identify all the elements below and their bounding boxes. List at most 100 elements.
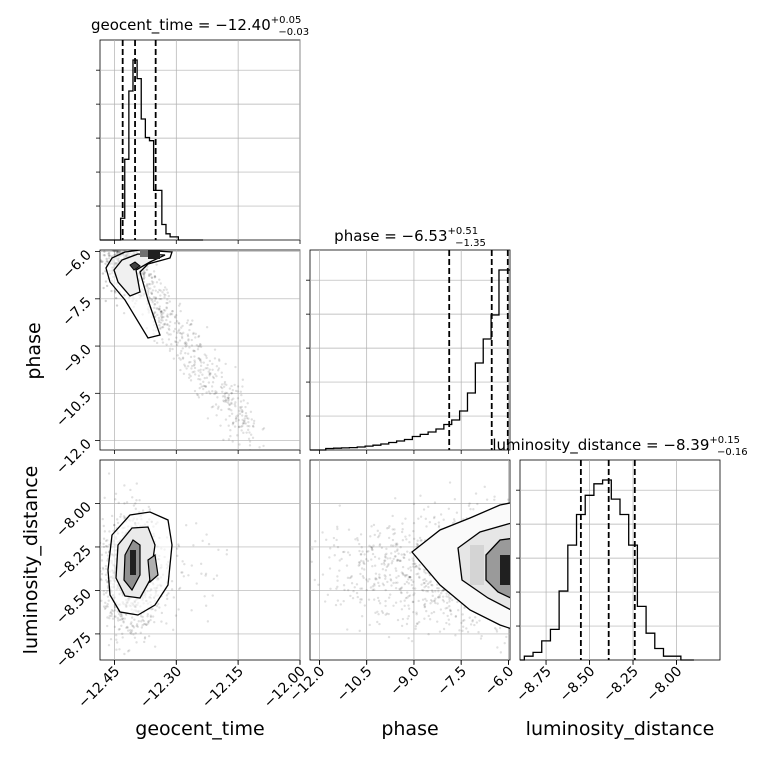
scatter-point bbox=[100, 578, 103, 582]
scatter-point bbox=[224, 399, 227, 402]
scatter-point bbox=[365, 588, 368, 592]
scatter-point bbox=[154, 296, 158, 300]
scatter-point bbox=[423, 570, 426, 573]
scatter-point bbox=[493, 498, 496, 502]
scatter-point bbox=[104, 241, 106, 243]
scatter-point bbox=[432, 516, 436, 520]
scatter-point bbox=[202, 368, 205, 372]
density-cell bbox=[140, 250, 148, 257]
scatter-point bbox=[314, 540, 317, 543]
scatter-point bbox=[332, 536, 336, 540]
scatter-point bbox=[363, 568, 366, 571]
scatter-point bbox=[204, 572, 208, 576]
scatter-point bbox=[197, 374, 201, 377]
scatter-point bbox=[100, 577, 103, 581]
scatter-point bbox=[182, 372, 186, 376]
scatter-point bbox=[163, 293, 166, 296]
scatter-point bbox=[428, 521, 432, 524]
scatter-point bbox=[92, 602, 94, 604]
scatter-point bbox=[121, 617, 124, 620]
scatter-point bbox=[112, 529, 115, 533]
scatter-point bbox=[179, 332, 183, 335]
scatter-point bbox=[425, 579, 428, 583]
scatter-point bbox=[418, 568, 421, 571]
scatter-point bbox=[207, 542, 211, 546]
scatter-point bbox=[212, 376, 216, 380]
scatter-point bbox=[396, 618, 400, 622]
scatter-point bbox=[454, 634, 457, 637]
scatter-point bbox=[395, 549, 399, 552]
scatter-point bbox=[157, 316, 161, 320]
scatter-point bbox=[374, 572, 378, 575]
scatter-point bbox=[213, 348, 217, 351]
scatter-point bbox=[119, 250, 122, 251]
scatter-point bbox=[157, 602, 160, 606]
scatter-point bbox=[384, 604, 387, 608]
scatter-point bbox=[202, 387, 205, 391]
scatter-point bbox=[398, 559, 402, 563]
scatter-point bbox=[106, 245, 108, 247]
scatter-point bbox=[415, 564, 418, 568]
scatter-point bbox=[325, 538, 328, 541]
scatter-point bbox=[156, 307, 159, 310]
scatter-point bbox=[243, 417, 246, 420]
scatter-point bbox=[121, 636, 124, 639]
scatter-point bbox=[371, 588, 375, 592]
scatter-point bbox=[413, 562, 416, 565]
scatter-point bbox=[435, 586, 439, 590]
scatter-point bbox=[113, 608, 117, 612]
scatter-point bbox=[408, 558, 411, 561]
scatter-point bbox=[106, 595, 110, 598]
scatter-point bbox=[216, 369, 220, 372]
scatter-point bbox=[408, 534, 411, 537]
scatter-point bbox=[135, 624, 138, 628]
scatter-point bbox=[199, 359, 202, 362]
scatter-point bbox=[510, 575, 512, 577]
scatter-point bbox=[407, 604, 410, 607]
scatter-point bbox=[166, 291, 169, 294]
scatter-point bbox=[433, 515, 436, 519]
scatter-point bbox=[374, 577, 377, 580]
scatter-point bbox=[317, 583, 320, 586]
scatter-point bbox=[185, 344, 188, 347]
scatter-point bbox=[250, 418, 254, 421]
scatter-point bbox=[114, 296, 118, 300]
scatter-point bbox=[195, 393, 199, 396]
scatter-point bbox=[441, 595, 445, 598]
scatter-point bbox=[403, 599, 406, 602]
scatter-point bbox=[110, 614, 113, 618]
scatter-point bbox=[108, 614, 111, 618]
scatter-point bbox=[384, 555, 387, 558]
scatter-point bbox=[242, 399, 245, 402]
scatter-point bbox=[436, 620, 439, 623]
scatter-point bbox=[233, 425, 237, 428]
scatter-point bbox=[153, 303, 157, 306]
scatter-point bbox=[106, 559, 109, 562]
scatter-point bbox=[168, 328, 171, 331]
scatter-point bbox=[373, 533, 376, 537]
scatter-point bbox=[211, 368, 214, 371]
scatter-point bbox=[155, 263, 158, 266]
scatter-point bbox=[97, 593, 99, 595]
scatter-point bbox=[102, 545, 106, 549]
scatter-point bbox=[516, 609, 518, 611]
scatter-point bbox=[334, 603, 338, 607]
scatter-point bbox=[217, 548, 220, 552]
scatter-point bbox=[100, 553, 104, 557]
scatter-point bbox=[161, 338, 164, 341]
scatter-point bbox=[181, 560, 184, 563]
scatter-point bbox=[135, 641, 138, 644]
scatter-point bbox=[147, 289, 150, 292]
scatter-point bbox=[188, 373, 191, 376]
scatter-point bbox=[391, 528, 394, 531]
scatter-point bbox=[150, 292, 154, 295]
scatter-point bbox=[169, 333, 172, 336]
scatter-point bbox=[410, 578, 413, 582]
scatter-point bbox=[373, 598, 376, 601]
scatter-point bbox=[129, 622, 133, 626]
scatter-point bbox=[244, 414, 247, 418]
scatter-point bbox=[163, 295, 166, 299]
scatter-point bbox=[227, 399, 230, 402]
scatter-point bbox=[119, 614, 122, 617]
scatter-point bbox=[157, 319, 161, 322]
